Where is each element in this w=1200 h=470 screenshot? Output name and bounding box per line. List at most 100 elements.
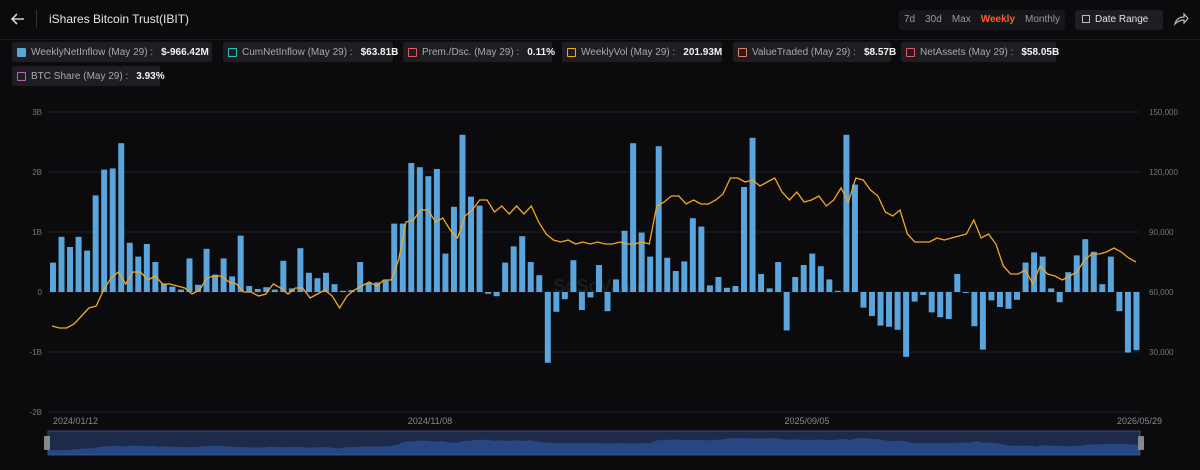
y-left-tick-label: -1B <box>30 348 42 357</box>
weekly-net-inflow-bar <box>877 292 884 326</box>
chip-value: $63.81B <box>360 46 399 58</box>
weekly-net-inflow-bar <box>979 292 986 350</box>
y-left-tick-label: 1B <box>32 228 42 237</box>
weekly-net-inflow-bar <box>809 253 816 292</box>
weekly-net-inflow-bar <box>689 218 696 292</box>
weekly-net-inflow-bar <box>570 260 577 292</box>
weekly-net-inflow-bar <box>638 232 645 292</box>
weekly-net-inflow-bar <box>766 288 773 292</box>
checkbox-icon[interactable] <box>906 47 915 57</box>
weekly-net-inflow-bar <box>544 292 551 363</box>
checkbox-icon[interactable] <box>17 71 26 81</box>
period-tab-monthly[interactable]: Monthly <box>1025 14 1061 25</box>
weekly-net-inflow-bar <box>126 242 133 292</box>
weekly-net-inflow-bar <box>706 285 713 292</box>
legend-chip[interactable]: Prem./Dsc. (May 29) : 0.11% <box>403 42 555 62</box>
weekly-net-inflow-bar <box>58 236 65 292</box>
weekly-net-inflow-bar <box>450 206 457 292</box>
weekly-net-inflow-bar <box>937 292 944 318</box>
weekly-net-inflow-bar <box>834 290 841 292</box>
weekly-net-inflow-bar <box>698 226 705 292</box>
checkbox-icon[interactable] <box>567 47 576 57</box>
weekly-net-inflow-bar <box>305 272 312 292</box>
checkbox-icon[interactable] <box>408 47 417 57</box>
weekly-net-inflow-bar <box>1099 284 1106 292</box>
weekly-net-inflow-bar <box>331 284 338 292</box>
weekly-net-inflow-bar <box>826 279 833 292</box>
weekly-net-inflow-bar <box>485 292 492 294</box>
period-tab-30d[interactable]: 30d <box>925 14 942 25</box>
period-tab-weekly[interactable]: Weekly <box>980 14 1016 25</box>
weekly-net-inflow-bar <box>186 258 193 292</box>
weekly-net-inflow-bar <box>135 256 142 292</box>
legend-chip[interactable]: BTC Share (May 29) : 3.93% <box>12 66 165 86</box>
weekly-net-inflow-bar <box>621 230 628 292</box>
chip-label: NetAssets (May 29) : <box>920 46 1014 58</box>
legend-chip[interactable]: WeeklyVol (May 29) : 201.93M <box>562 42 722 62</box>
legend-chip[interactable]: CumNetInflow (May 29) : $63.81B <box>223 42 398 62</box>
checkbox-checked-icon[interactable] <box>17 47 26 57</box>
weekly-net-inflow-bar <box>681 261 688 292</box>
weekly-net-inflow-bar <box>229 276 236 292</box>
weekly-net-inflow-bar <box>212 274 219 292</box>
weekly-net-inflow-bar <box>468 196 475 292</box>
weekly-net-inflow-bar <box>1082 239 1089 292</box>
page-title: iShares Bitcoin Trust(IBIT) <box>49 12 190 26</box>
legend-chip[interactable]: WeeklyNetInflow (May 29) : $-966.42M <box>12 42 212 62</box>
weekly-net-inflow-bar <box>340 290 347 292</box>
weekly-net-inflow-bar <box>1031 252 1038 292</box>
y-right-tick-label: 30,000 <box>1149 348 1174 357</box>
x-tick-label: 2024/01/12 <box>53 416 98 426</box>
legend-chip[interactable]: ValueTraded (May 29) : $8.57B <box>733 42 896 62</box>
weekly-net-inflow-bar <box>263 287 270 292</box>
weekly-net-inflow-bar <box>1116 292 1123 312</box>
period-tab-7d[interactable]: 7d <box>904 14 916 25</box>
weekly-net-inflow-bar <box>869 292 875 316</box>
weekly-net-inflow-bar <box>596 265 602 292</box>
share-icon[interactable] <box>1172 11 1190 27</box>
weekly-net-inflow-bar <box>67 247 74 292</box>
weekly-net-inflow-bar <box>1124 292 1131 353</box>
weekly-net-inflow-bar <box>988 292 995 301</box>
weekly-net-inflow-bar <box>118 143 125 292</box>
weekly-net-inflow-bar <box>553 292 560 312</box>
weekly-net-inflow-bar <box>433 169 440 292</box>
weekly-net-inflow-bar <box>749 137 756 292</box>
checkbox-icon[interactable] <box>738 47 747 57</box>
weekly-net-inflow-bar <box>84 250 91 292</box>
weekly-net-inflow-bar <box>527 262 534 292</box>
weekly-net-inflow-bar <box>1039 256 1046 292</box>
navigator-right-handle[interactable] <box>1138 436 1144 450</box>
y-right-tick-label: 60,000 <box>1149 288 1174 297</box>
weekly-net-inflow-bar <box>843 134 850 292</box>
weekly-net-inflow-bar <box>971 292 978 327</box>
weekly-net-inflow-bar <box>1133 292 1140 351</box>
weekly-net-inflow-bar <box>374 282 381 292</box>
back-arrow-icon[interactable] <box>6 8 30 30</box>
navigator-left-handle[interactable] <box>44 436 50 450</box>
weekly-net-inflow-bar <box>954 274 961 292</box>
weekly-net-inflow-bar <box>664 257 671 292</box>
period-selector: 7d 30d Max Weekly Monthly <box>899 10 1066 30</box>
weekly-net-inflow-bar <box>280 260 287 292</box>
weekly-net-inflow-bar <box>143 244 150 292</box>
weekly-net-inflow-bar <box>237 235 244 292</box>
weekly-net-inflow-bar <box>1022 262 1029 292</box>
weekly-net-inflow-bar <box>758 274 765 292</box>
checkbox-icon[interactable] <box>228 47 237 57</box>
chip-value: $58.05B <box>1021 46 1060 58</box>
weekly-net-inflow-bar <box>92 195 99 292</box>
date-range-button[interactable]: Date Range <box>1075 10 1163 30</box>
y-left-tick-label: -2B <box>30 408 42 417</box>
legend-chip[interactable]: NetAssets (May 29) : $58.05B <box>901 42 1060 62</box>
weekly-net-inflow-bar <box>195 284 202 292</box>
weekly-net-inflow-bar <box>220 258 227 292</box>
period-tab-max[interactable]: Max <box>951 14 971 25</box>
y-right-tick-label: 120,000 <box>1149 168 1178 177</box>
weekly-net-inflow-bar <box>860 292 867 308</box>
top-bar: iShares Bitcoin Trust(IBIT) 7d 30d Max Week… <box>0 0 1200 40</box>
weekly-net-inflow-bar <box>715 277 722 292</box>
weekly-net-inflow-bar <box>254 289 261 292</box>
weekly-net-inflow-bar <box>945 292 952 319</box>
weekly-net-inflow-bar <box>962 292 969 293</box>
